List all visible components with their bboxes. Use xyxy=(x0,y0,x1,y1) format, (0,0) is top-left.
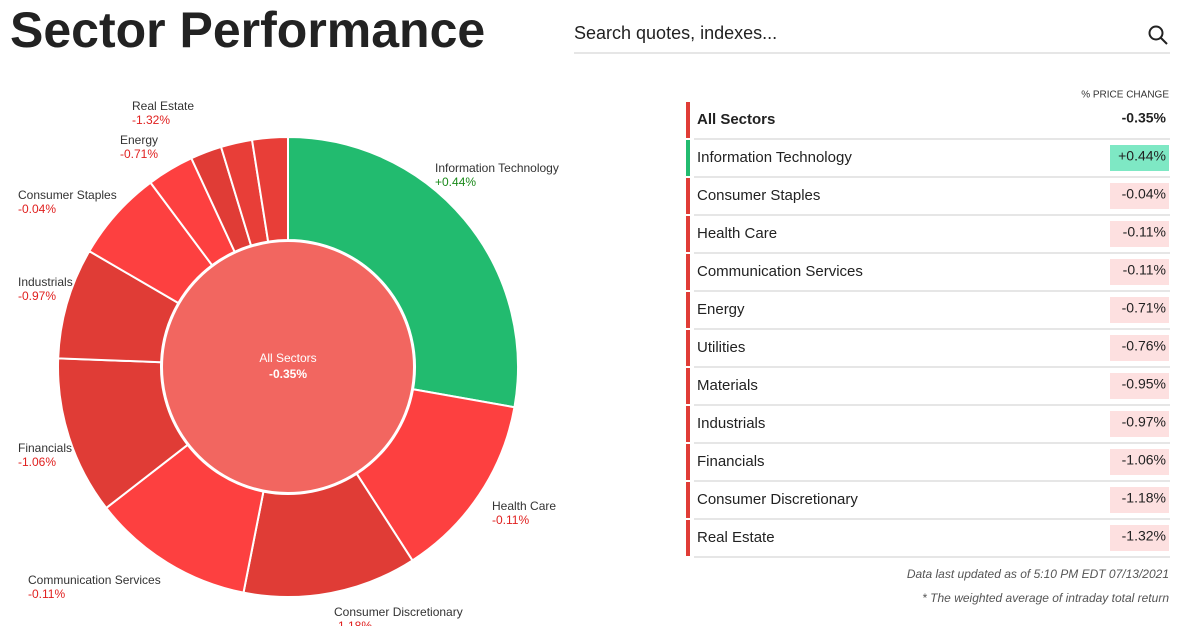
footnote: * The weighted average of intraday total… xyxy=(922,591,1169,605)
slice-change: -1.32% xyxy=(132,113,170,127)
sector-name: Consumer Discretionary xyxy=(697,491,858,508)
sector-name: Utilities xyxy=(697,339,745,356)
row-indicator xyxy=(686,368,690,404)
center-change: -0.35% xyxy=(269,367,307,381)
slice-label: Energy xyxy=(120,133,158,147)
change-bg xyxy=(1110,449,1169,475)
sector-change: -0.35% xyxy=(1122,110,1167,126)
sector-change: -0.71% xyxy=(1122,300,1166,316)
sector-name: Financials xyxy=(697,453,765,470)
sector-name: Information Technology xyxy=(697,149,852,166)
slice-change: -0.04% xyxy=(18,202,56,216)
row-indicator xyxy=(686,444,690,480)
page-title: Sector Performance xyxy=(10,2,485,58)
sector-change: -0.11% xyxy=(1123,262,1166,278)
slice-label: Information Technology xyxy=(435,161,559,175)
sector-name: Energy xyxy=(697,301,745,318)
sector-name: Materials xyxy=(697,377,758,394)
sector-name: All Sectors xyxy=(697,111,775,128)
slice-change: +0.44% xyxy=(435,175,476,189)
row-indicator xyxy=(686,216,690,252)
change-bg xyxy=(1110,221,1169,247)
sector-change: +0.44% xyxy=(1118,148,1166,164)
change-bg xyxy=(1110,487,1169,513)
slice-change: -0.97% xyxy=(18,289,56,303)
sector-name: Health Care xyxy=(697,225,777,242)
row-indicator xyxy=(686,178,690,214)
slice-change: -1.18% xyxy=(334,619,372,626)
slice-change: -1.06% xyxy=(18,455,56,469)
row-indicator xyxy=(686,482,690,518)
sector-change: -0.76% xyxy=(1122,338,1166,354)
row-indicator xyxy=(686,140,690,176)
search-input[interactable]: Search quotes, indexes... xyxy=(574,23,777,43)
sector-name: Consumer Staples xyxy=(697,187,820,204)
change-bg xyxy=(1110,525,1169,551)
change-bg xyxy=(1110,373,1169,399)
center-label: All Sectors xyxy=(259,351,316,365)
row-indicator xyxy=(686,292,690,328)
row-indicator xyxy=(686,520,690,556)
sector-change: -0.11% xyxy=(1123,224,1166,240)
sector-change: -1.06% xyxy=(1122,452,1166,468)
footnote: Data last updated as of 5:10 PM EDT 07/1… xyxy=(907,567,1169,581)
row-indicator xyxy=(686,406,690,442)
change-bg xyxy=(1110,335,1169,361)
table-header: % PRICE CHANGE xyxy=(1081,90,1169,101)
slice-label: Consumer Discretionary xyxy=(334,605,463,619)
slice-label: Real Estate xyxy=(132,99,194,113)
sector-change: -0.04% xyxy=(1122,186,1166,202)
donut-center xyxy=(161,240,415,494)
sector-change: -0.95% xyxy=(1122,376,1166,392)
change-bg xyxy=(1110,411,1169,437)
slice-label: Financials xyxy=(18,441,72,455)
slice-label: Communication Services xyxy=(28,573,161,587)
slice-change: -0.71% xyxy=(120,147,158,161)
row-indicator xyxy=(686,102,690,138)
sector-name: Real Estate xyxy=(697,529,775,546)
change-bg xyxy=(1110,259,1169,285)
slice-change: -0.11% xyxy=(28,587,65,601)
row-indicator xyxy=(686,254,690,290)
sector-name: Industrials xyxy=(697,415,765,432)
sector-change: -0.97% xyxy=(1122,414,1166,430)
slice-label: Consumer Staples xyxy=(18,188,117,202)
change-bg xyxy=(1110,183,1169,209)
change-bg xyxy=(1110,145,1169,171)
sector-change: -1.32% xyxy=(1122,528,1166,544)
sector-change: -1.18% xyxy=(1122,490,1166,506)
slice-label: Health Care xyxy=(492,499,556,513)
change-bg xyxy=(1110,297,1169,323)
sector-name: Communication Services xyxy=(697,263,863,280)
slice-change: -0.11% xyxy=(492,513,529,527)
slice-label: Industrials xyxy=(18,275,73,289)
search-icon[interactable] xyxy=(1148,25,1168,45)
row-indicator xyxy=(686,330,690,366)
